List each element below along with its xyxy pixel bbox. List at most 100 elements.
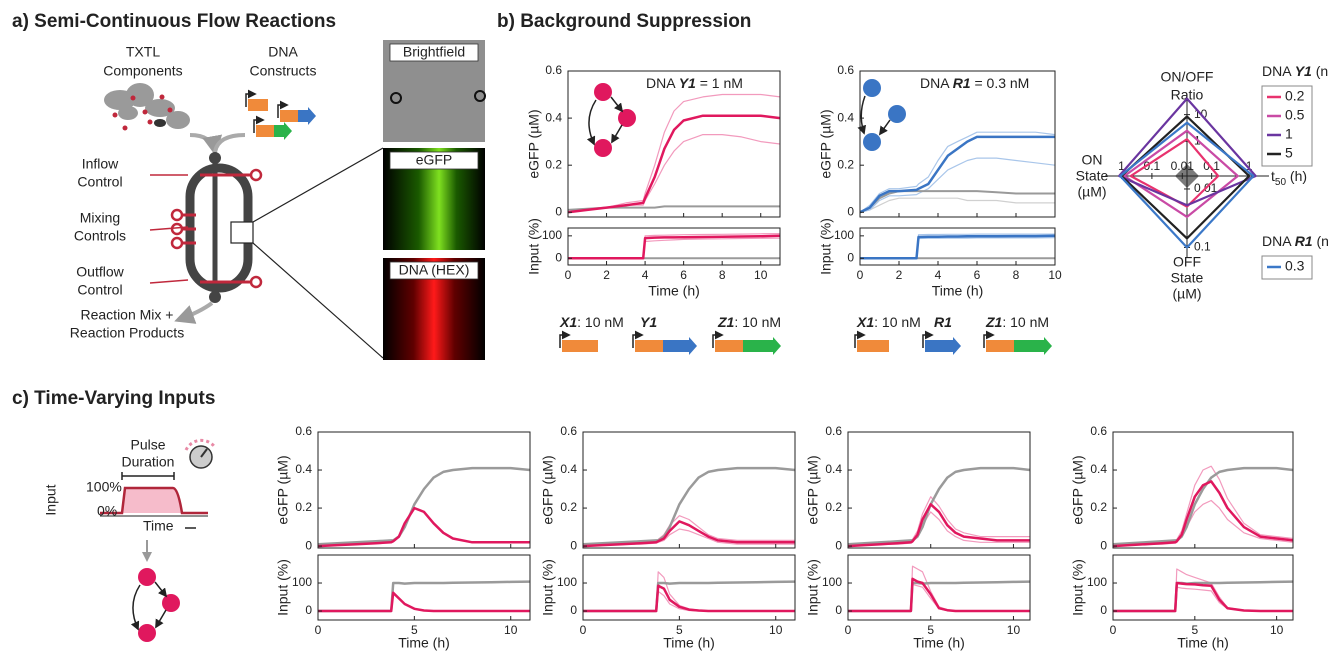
x-tick-label: 8 (719, 268, 726, 282)
dna-label: DNA (268, 44, 298, 60)
gene-arrow (1014, 337, 1052, 355)
x-tick-label: 0 (1110, 623, 1117, 637)
radar-axis-label: ON (1082, 152, 1103, 168)
y-tick-label: 0 (305, 538, 312, 552)
plot-frame (1112, 431, 1294, 549)
construct-label-part: Y1 (640, 314, 657, 330)
valve (170, 222, 184, 236)
circuit-node (138, 624, 156, 642)
circuit-edge (155, 609, 167, 629)
panel-title: c) Time-Varying Inputs (12, 388, 215, 409)
radar-axis-label: ON/OFF (1161, 69, 1214, 85)
gene-block (986, 340, 1014, 352)
mixing-label: Controls (74, 228, 126, 244)
txtl-blob (118, 106, 138, 120)
plot-frame (582, 431, 796, 549)
flow-arrow (189, 133, 223, 156)
txtl-dot (142, 109, 148, 115)
y-tick-label: 100 (1087, 575, 1107, 589)
panel-title: b) Background Suppression (497, 11, 751, 32)
y-axis-label: eGFP (µM) (805, 455, 821, 524)
data-line (1112, 480, 1294, 548)
circuit-node (594, 83, 612, 101)
legend-title-part: Y1 (1295, 63, 1312, 79)
y-tick-label: 0 (570, 538, 577, 552)
promoter (983, 330, 995, 348)
x-tick-label: 2 (896, 268, 903, 282)
radar-axis-label: State (1076, 168, 1109, 184)
outflow-label: Outflow (76, 264, 124, 280)
x-tick-label: 4 (935, 268, 942, 282)
circuit-edge (154, 581, 168, 598)
y-tick-label: 100 (292, 575, 312, 589)
data-line (568, 234, 781, 260)
annotation-part: DNA (646, 75, 679, 91)
x-tick-label: 10 (1007, 623, 1021, 637)
pulse-line (100, 486, 208, 515)
gene-block (248, 99, 268, 111)
valve (249, 168, 263, 182)
construct-label: R1 (934, 314, 952, 330)
txtl-dot (112, 112, 118, 118)
annotation: DNA R1 = 0.3 nM (920, 75, 1029, 91)
radar-axis-label: State (1171, 270, 1204, 286)
output-label: Reaction Mix + (81, 307, 174, 323)
data-line (583, 590, 795, 612)
promoter (245, 89, 257, 107)
legend-label: 0.2 (1285, 88, 1305, 104)
gene-block (857, 340, 889, 352)
data-line (848, 577, 1030, 613)
y-tick-label: 0.4 (545, 110, 562, 124)
y-axis-label: Input (%) (1070, 559, 1086, 616)
y-tick-label: 0 (835, 538, 842, 552)
legend-label: 0.3 (1285, 258, 1305, 274)
y-tick-label: 0 (835, 603, 842, 617)
y-tick-label: 0.2 (825, 500, 842, 514)
outflow-label: Control (77, 282, 122, 298)
txtl-dot (130, 95, 136, 101)
data-line (1113, 581, 1293, 613)
y-tick-label: 0.2 (295, 500, 312, 514)
radar-series (1117, 97, 1257, 207)
flow-arrow (174, 301, 214, 324)
y-tick-label: 0 (570, 603, 577, 617)
construct-label-part: Z1 (985, 314, 1003, 330)
x-axis-label: Time (h) (1177, 635, 1229, 651)
y-tick-label: 0.4 (295, 462, 312, 476)
x-tick-label: 2 (603, 268, 610, 282)
image-label-box (389, 43, 479, 62)
gene-block (562, 340, 598, 352)
circuit-node (594, 139, 612, 157)
txtl-dot (147, 119, 153, 125)
y-axis-label: Input (%) (540, 559, 556, 616)
y-tick-label: 0.6 (837, 63, 854, 77)
y-axis-label: eGFP (µM) (275, 455, 291, 524)
circuit-edge (857, 95, 866, 135)
radar-axis-label-part: 50 (1275, 177, 1287, 188)
pulse-axis-label: Time (143, 518, 174, 534)
y-tick-label: 0 (555, 250, 562, 264)
data-line (568, 237, 781, 259)
knob-pointer (200, 448, 208, 458)
zoom-line (252, 242, 384, 359)
txtl-blob (154, 119, 166, 127)
output-label: Reaction Products (70, 325, 184, 341)
y-tick-label: 100 (542, 228, 562, 242)
txtl-dot (159, 94, 165, 100)
data-line (859, 131, 1056, 213)
construct-label: Z1: 10 nM (985, 314, 1049, 330)
gene-block (715, 340, 743, 352)
data-line (859, 190, 1055, 214)
txtl-blob (145, 99, 175, 117)
construct-label-part: : 10 nM (1002, 314, 1049, 330)
data-line (1112, 466, 1294, 546)
construct-label: X1: 10 nM (856, 314, 921, 330)
y-tick-label: 100 (822, 575, 842, 589)
plot-frame (847, 554, 1031, 621)
data-line (1112, 499, 1294, 547)
radar-axis-label: (µM) (1172, 286, 1201, 302)
plot-frame (317, 431, 531, 549)
y-axis-label: eGFP (µM) (526, 109, 542, 178)
